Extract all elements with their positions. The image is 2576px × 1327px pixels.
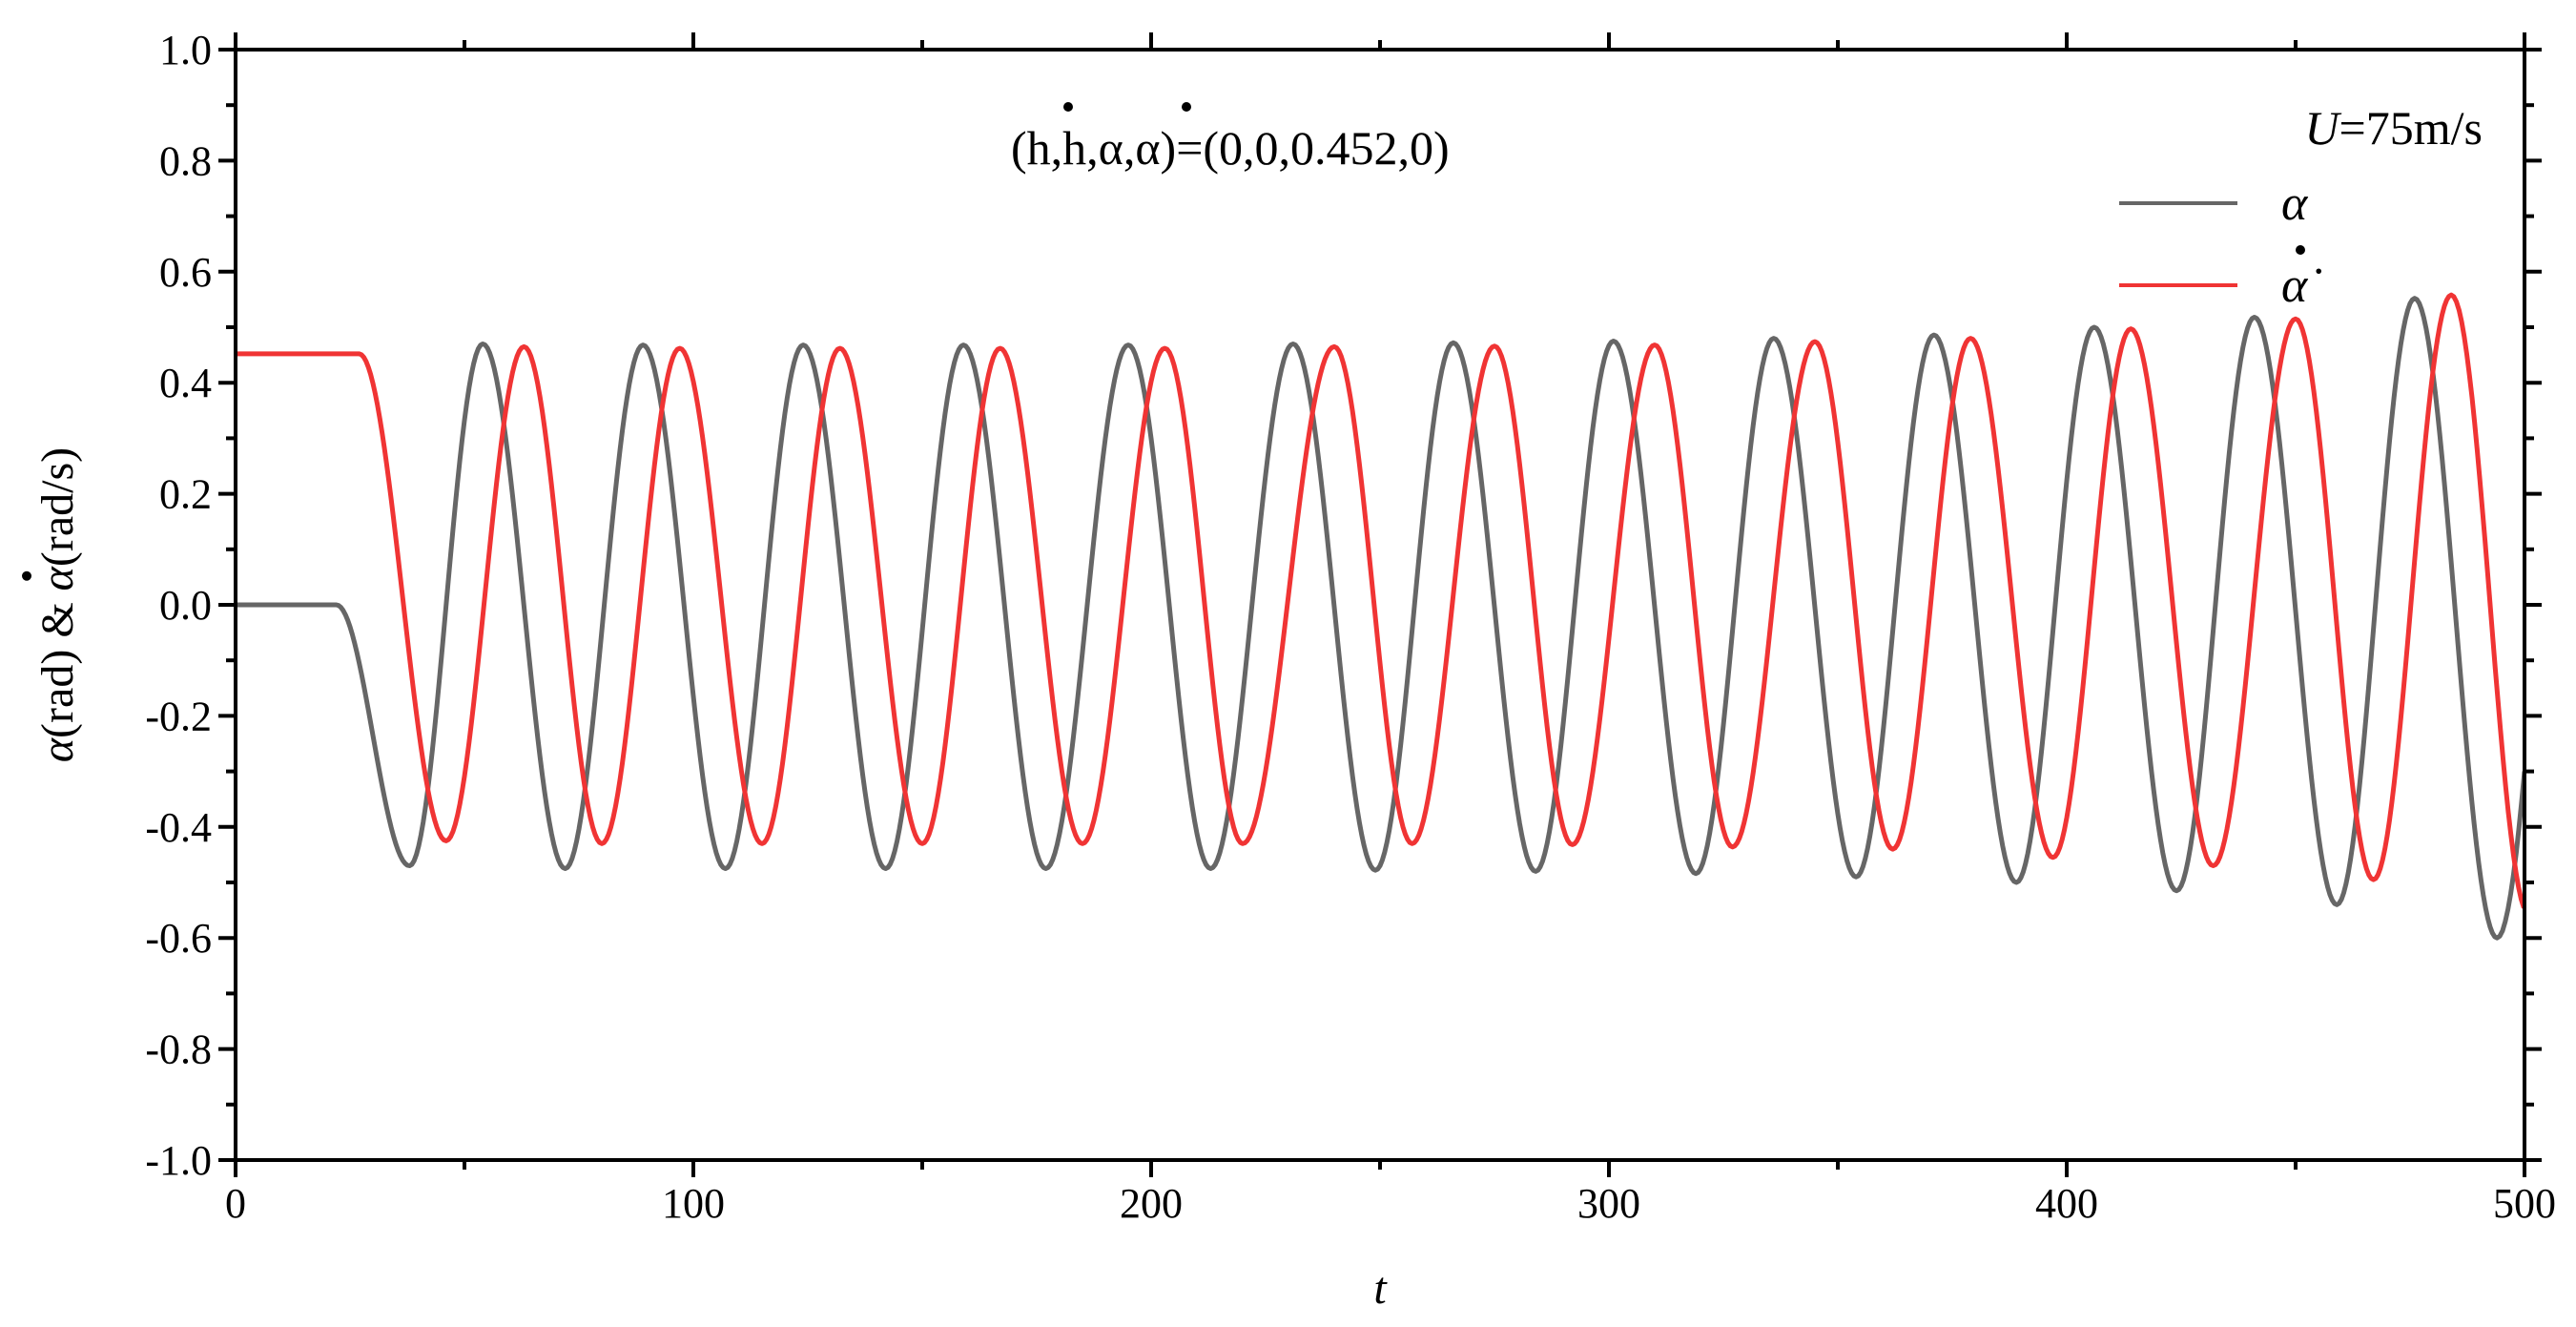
velocity-symbol: U xyxy=(2304,101,2341,155)
legend-alphadot-dot xyxy=(2296,245,2305,255)
y-tick-label: 0.2 xyxy=(159,471,212,518)
x-tick-label: 200 xyxy=(1120,1180,1183,1227)
y-tick-label: -0.2 xyxy=(145,693,212,739)
x-tick-labels: 0 100 200 300 400 500 xyxy=(225,1180,2556,1227)
y-axis-label-rads: (rad/s) xyxy=(32,447,83,567)
x-tick-label: 300 xyxy=(1577,1180,1640,1227)
y-tick-label: 0.6 xyxy=(159,249,212,296)
plot-frame xyxy=(234,48,2526,1162)
initial-condition-annotation: (h,h,α,α)=(0,0,0.452,0) xyxy=(1011,121,1450,175)
ticks-layer xyxy=(218,32,2542,1177)
y-tick-labels: 1.0 0.8 0.6 0.4 0.2 0.0 -0.2 -0.4 -0.6 -0.8 -1.0 xyxy=(145,27,212,1184)
series-line-1 xyxy=(236,292,2524,909)
legend-label-alpha: α xyxy=(2281,176,2309,231)
y-tick-label: 0.8 xyxy=(159,137,212,184)
alphadot-dot-marker xyxy=(1182,102,1191,112)
ylabel-alphadot-dot xyxy=(22,570,31,581)
y-tick-label: -1.0 xyxy=(145,1137,212,1184)
x-tick-label: 500 xyxy=(2493,1180,2556,1227)
series-line-0 xyxy=(236,296,2524,941)
velocity-annotation: U=75m/s xyxy=(2304,101,2483,155)
velocity-value: =75m/s xyxy=(2339,101,2483,155)
x-tick-label: 400 xyxy=(2035,1180,2098,1227)
y-tick-label: 0.0 xyxy=(159,582,212,629)
y-axis-label-alphadot: α xyxy=(32,566,83,591)
y-tick-label: 0.4 xyxy=(159,360,212,406)
y-axis-label: α(rad) & α(rad/s) xyxy=(22,447,83,762)
series-layer xyxy=(236,292,2524,941)
y-axis-label-rad: (rad) & xyxy=(32,591,83,738)
y-tick-label: -0.6 xyxy=(145,915,212,962)
x-tick-label: 0 xyxy=(225,1180,246,1227)
x-tick-label: 100 xyxy=(662,1180,725,1227)
y-axis-label-alpha: α xyxy=(32,737,83,762)
hdot-dot-marker xyxy=(1063,102,1073,112)
svg-text:α(rad) & α(rad/s): α(rad) & α(rad/s) xyxy=(32,447,83,762)
y-tick-label: 1.0 xyxy=(159,27,212,73)
y-tick-label: -0.4 xyxy=(145,804,212,851)
x-axis-label: t xyxy=(1373,1263,1388,1314)
y-tick-label: -0.8 xyxy=(145,1026,212,1073)
